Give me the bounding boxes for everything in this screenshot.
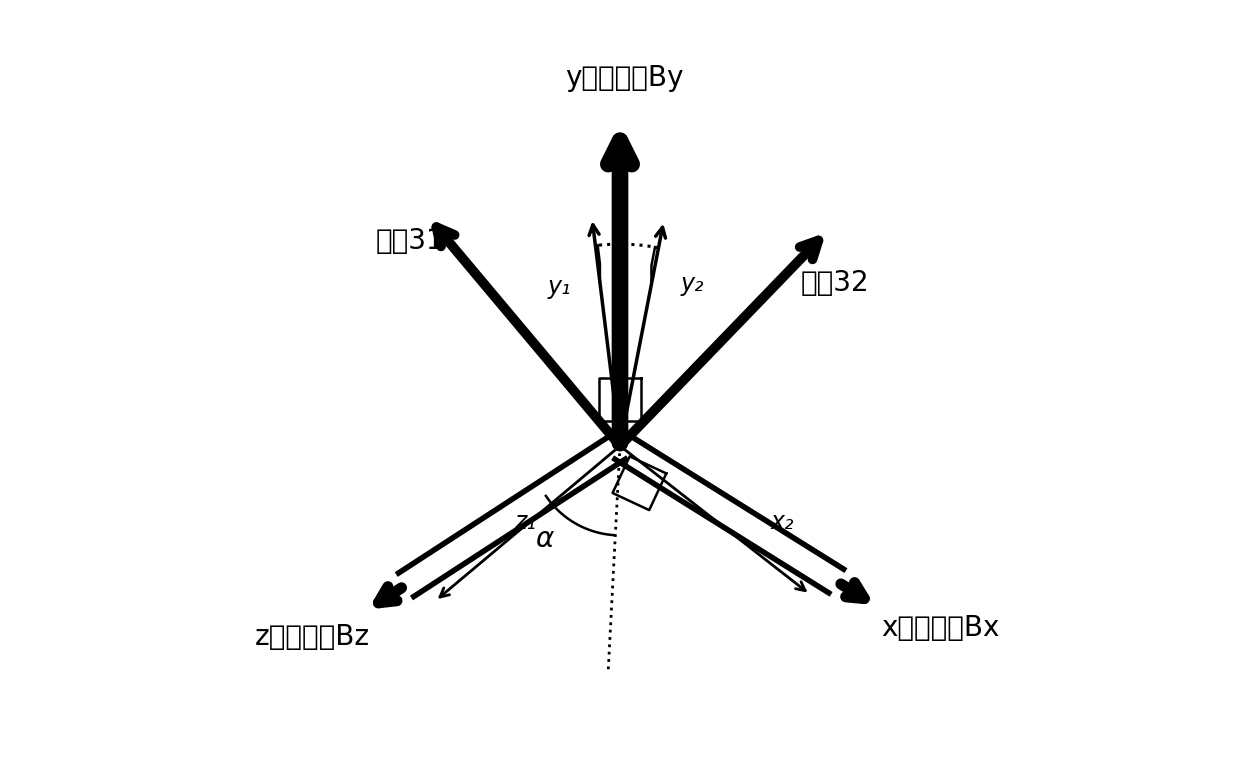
Text: y方向磁圼By: y方向磁圼By xyxy=(564,64,683,92)
Text: z方向磁圼Bz: z方向磁圼Bz xyxy=(254,622,370,651)
Text: y₁: y₁ xyxy=(548,276,572,299)
Text: x₂: x₂ xyxy=(771,510,795,534)
Text: z₁: z₁ xyxy=(515,511,536,535)
Text: 光束32: 光束32 xyxy=(801,269,869,297)
Text: 光束31: 光束31 xyxy=(376,226,445,254)
Text: x方向磁圼Bx: x方向磁圼Bx xyxy=(880,615,999,642)
Text: α: α xyxy=(536,525,553,553)
Text: y₂: y₂ xyxy=(681,272,703,297)
